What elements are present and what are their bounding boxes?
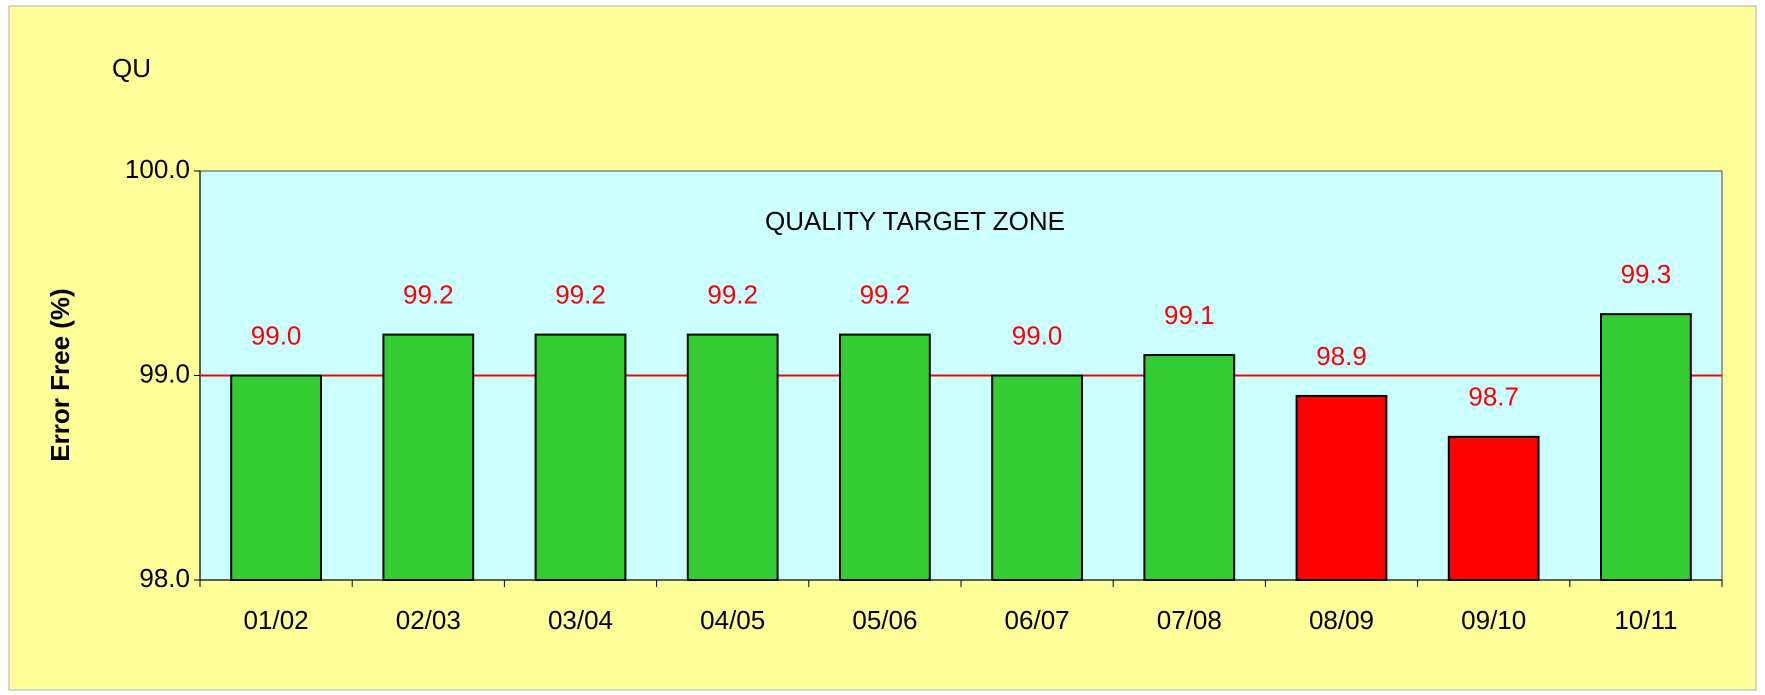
x-tick-label: 04/05 (700, 605, 765, 635)
value-label: 98.9 (1316, 341, 1367, 371)
value-label: 99.0 (251, 320, 302, 350)
bar (1143, 354, 1236, 581)
value-label: 99.2 (707, 279, 758, 309)
value-label: 99.1 (1164, 300, 1215, 330)
x-tick-label: 10/11 (1614, 605, 1677, 635)
x-tick-label: 08/09 (1309, 605, 1374, 635)
value-label: 99.3 (1621, 259, 1672, 289)
bar (1447, 435, 1540, 581)
bar (991, 374, 1083, 581)
value-label: 99.2 (860, 279, 911, 309)
y-tick-label: 98.0 (139, 563, 190, 593)
x-tick-label: 07/08 (1157, 605, 1222, 635)
value-label: 98.7 (1468, 382, 1519, 412)
value-label: 99.2 (403, 279, 454, 309)
value-label: 99.0 (1012, 320, 1063, 350)
bar (1295, 394, 1388, 582)
annotation: QUALITY TARGET ZONE (765, 206, 1065, 236)
y-tick-label: 100.0 (125, 154, 190, 184)
y-axis-label: Error Free (%) (45, 288, 75, 461)
bar (686, 333, 779, 581)
x-tick-label: 05/06 (852, 605, 917, 635)
x-tick-label: 03/04 (548, 605, 613, 635)
bar (230, 374, 322, 581)
x-tick-label: 01/02 (244, 605, 309, 635)
bar (534, 333, 627, 581)
y-tick-label: 99.0 (139, 358, 190, 388)
x-tick-label: 06/07 (1005, 605, 1070, 635)
bar (382, 333, 475, 581)
x-tick-label: 09/10 (1461, 605, 1526, 635)
bar (1600, 313, 1692, 581)
chart-title: QU (112, 53, 151, 83)
bar (839, 333, 931, 581)
value-label: 99.2 (555, 279, 606, 309)
x-tick-label: 02/03 (396, 605, 461, 635)
